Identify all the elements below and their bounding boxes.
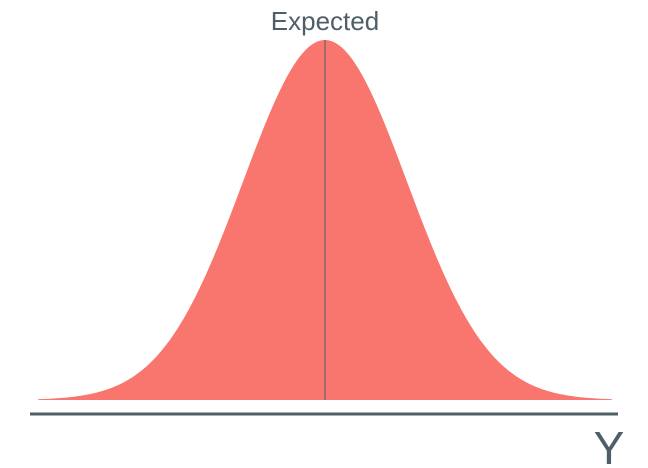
expected-label: Expected xyxy=(271,6,379,36)
x-axis-label: Y xyxy=(594,422,625,468)
